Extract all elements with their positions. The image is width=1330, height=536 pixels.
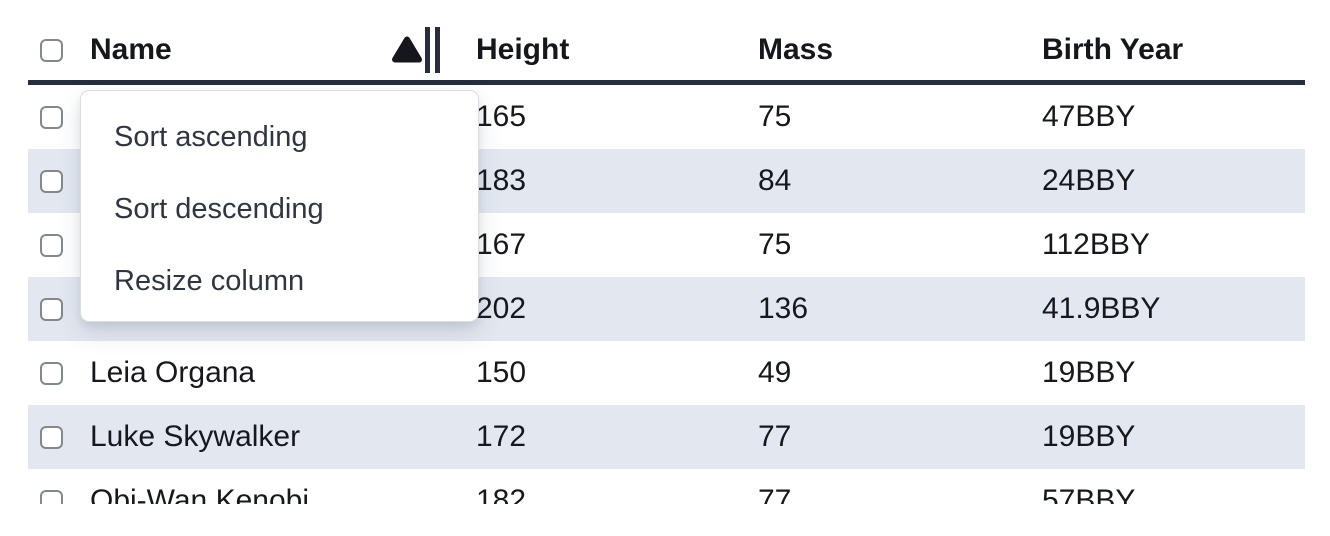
- column-context-menu: Sort ascending Sort descending Resize co…: [80, 90, 479, 322]
- menu-item-sort-descending[interactable]: Sort descending: [114, 192, 324, 225]
- row-checkbox[interactable]: [40, 233, 63, 257]
- column-header-mass-label: Mass: [758, 33, 834, 66]
- row-checkbox[interactable]: [40, 361, 63, 385]
- column-header-height[interactable]: Height: [460, 0, 742, 80]
- sort-ascending-triangle-icon: [392, 36, 422, 63]
- cell-height: 182: [476, 484, 527, 504]
- cell-name: Obi-Wan Kenobi: [90, 484, 309, 504]
- column-header-name[interactable]: Name: [76, 0, 460, 80]
- column-header-birth-year[interactable]: Birth Year: [1026, 0, 1305, 80]
- column-header-mass[interactable]: Mass: [742, 0, 1026, 80]
- cell-mass: 136: [758, 292, 809, 325]
- cell-mass: 77: [758, 420, 792, 453]
- column-header-birth-year-label: Birth Year: [1042, 33, 1184, 66]
- table-row: Leia Organa 150 49 19BBY: [28, 341, 1305, 405]
- cell-birth-year: 47BBY: [1042, 100, 1136, 133]
- cell-mass: 49: [758, 356, 792, 389]
- header-select-all-cell: [28, 0, 76, 80]
- column-header-name-label: Name: [90, 33, 172, 66]
- resize-bar-icon: [435, 27, 440, 73]
- cell-height: 165: [476, 100, 527, 133]
- row-checkbox[interactable]: [40, 169, 63, 193]
- cell-name: Leia Organa: [90, 356, 256, 389]
- table-row: 167 75 112BBY: [28, 213, 1305, 277]
- cell-height: 183: [476, 164, 527, 197]
- table-header-row: Name Height Mass Birth Year: [28, 0, 1305, 85]
- column-header-height-label: Height: [476, 33, 570, 66]
- cell-mass: 84: [758, 164, 792, 197]
- cell-birth-year: 19BBY: [1042, 356, 1136, 389]
- row-checkbox[interactable]: [40, 297, 63, 321]
- cell-height: 150: [476, 356, 527, 389]
- cell-birth-year: 24BBY: [1042, 164, 1136, 197]
- table-row: Obi-Wan Kenobi 182 77 57BBY: [28, 469, 1305, 504]
- row-checkbox[interactable]: [40, 425, 63, 449]
- row-checkbox[interactable]: [40, 105, 63, 129]
- table-row: 165 75 47BBY: [28, 85, 1305, 149]
- menu-item-resize-column[interactable]: Resize column: [114, 264, 305, 297]
- column-resize-handle[interactable]: [425, 27, 440, 73]
- table-row: Luke Skywalker 172 77 19BBY: [28, 405, 1305, 469]
- select-all-checkbox[interactable]: [40, 38, 63, 62]
- row-checkbox[interactable]: [40, 489, 63, 504]
- cell-height: 172: [476, 420, 527, 453]
- cell-birth-year: 19BBY: [1042, 420, 1136, 453]
- cell-height: 202: [476, 292, 527, 325]
- cell-mass: 75: [758, 228, 792, 261]
- cell-height: 167: [476, 228, 527, 261]
- menu-item-sort-ascending[interactable]: Sort ascending: [114, 120, 308, 153]
- cell-birth-year: 57BBY: [1042, 484, 1136, 504]
- resize-bar-icon: [425, 27, 430, 73]
- cell-mass: 77: [758, 484, 792, 504]
- cell-name: Luke Skywalker: [90, 420, 301, 453]
- cell-birth-year: 41.9BBY: [1042, 292, 1161, 325]
- cell-mass: 75: [758, 100, 792, 133]
- cell-birth-year: 112BBY: [1042, 228, 1150, 261]
